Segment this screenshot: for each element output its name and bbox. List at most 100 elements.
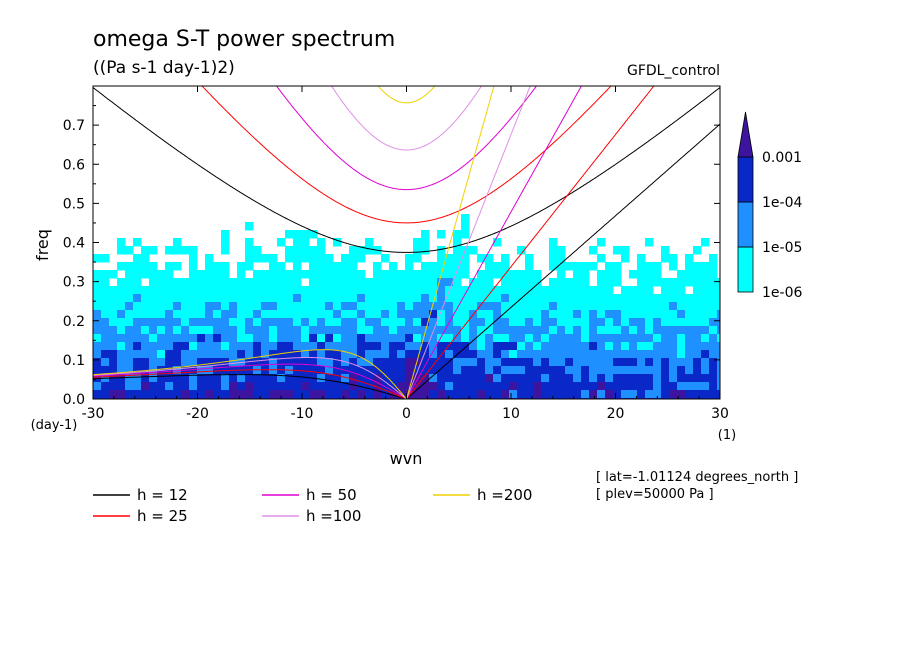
heatmap-cell [133, 390, 142, 399]
heatmap-cell [301, 390, 310, 399]
heatmap-cell [717, 342, 720, 351]
heatmap-cell [189, 278, 198, 287]
heatmap-cell [677, 350, 686, 359]
heatmap-cell [693, 278, 702, 287]
heatmap-cell [437, 366, 446, 375]
heatmap-cell [477, 310, 486, 319]
heatmap-cell [245, 262, 254, 271]
heatmap-cell [709, 382, 718, 391]
heatmap-cell [709, 262, 718, 271]
heatmap-cell [485, 262, 494, 271]
heatmap-cell [445, 366, 454, 375]
heatmap-cell [709, 302, 718, 311]
heatmap-cell [645, 350, 654, 359]
heatmap-cell [461, 318, 470, 327]
heatmap-cell [141, 350, 150, 359]
heatmap-cell [109, 350, 118, 359]
heatmap-cell [141, 326, 150, 335]
heatmap-cell [221, 342, 230, 351]
heatmap-cell [717, 350, 720, 359]
heatmap-cell [341, 390, 350, 399]
heatmap-cell [717, 326, 720, 335]
heatmap-cell [685, 254, 694, 263]
heatmap-cell [93, 286, 102, 295]
heatmap-cell [549, 286, 558, 295]
heatmap-cell [293, 286, 302, 295]
heatmap-cell [693, 326, 702, 335]
heatmap-cell [181, 278, 190, 287]
heatmap-cell [589, 366, 598, 375]
heatmap-cell [301, 342, 310, 351]
heatmap-cell [701, 326, 710, 335]
heatmap-cell [493, 262, 502, 271]
heatmap-cell [245, 222, 254, 231]
heatmap-cell [373, 318, 382, 327]
heatmap-cell [317, 326, 326, 335]
heatmap-cell [501, 262, 510, 271]
heatmap-cell [269, 382, 278, 391]
heatmap-cell [517, 350, 526, 359]
heatmap-cell [189, 262, 198, 271]
heatmap-cell [141, 382, 150, 391]
heatmap-cell [157, 294, 166, 303]
heatmap-cell [197, 294, 206, 303]
y-tick-label: 0.1 [63, 353, 85, 369]
heatmap-cell [157, 342, 166, 351]
heatmap-cell [253, 270, 262, 279]
heatmap-cell [557, 366, 566, 375]
heatmap-cell [197, 318, 206, 327]
x-tick-label: 20 [607, 406, 625, 422]
heatmap-cell [133, 286, 142, 295]
heatmap-cell [117, 318, 126, 327]
heatmap-cell [565, 358, 574, 367]
heatmap-cell [461, 254, 470, 263]
heatmap-cell [125, 262, 134, 271]
heatmap-cell [93, 310, 102, 319]
heatmap-cell [709, 286, 718, 295]
heatmap-cell [565, 366, 574, 375]
heatmap-cell [685, 294, 694, 303]
heatmap-cell [365, 318, 374, 327]
heatmap-cell [205, 302, 214, 311]
heatmap-cell [661, 326, 670, 335]
x-unit-label: (1) [718, 428, 736, 443]
heatmap-cell [317, 382, 326, 391]
heatmap-cell [613, 278, 622, 287]
heatmap-cell [173, 310, 182, 319]
heatmap-cell [509, 358, 518, 367]
heatmap-cell [245, 350, 254, 359]
heatmap-cell [493, 382, 502, 391]
heatmap-cell [597, 382, 606, 391]
heatmap-cell [349, 366, 358, 375]
heatmap-cell [557, 270, 566, 279]
heatmap-cell [141, 310, 150, 319]
heatmap-cell [461, 350, 470, 359]
heatmap-cell [541, 326, 550, 335]
heatmap-cell [293, 350, 302, 359]
heatmap-cell [669, 302, 678, 311]
heatmap-cell [669, 254, 678, 263]
colorbar-segment [737, 246, 754, 293]
heatmap-cell [125, 302, 134, 311]
heatmap-cell [365, 302, 374, 311]
colorbar-segment [737, 201, 754, 248]
heatmap-cell [501, 342, 510, 351]
heatmap-cell [165, 366, 174, 375]
heatmap-cell [669, 318, 678, 327]
heatmap-cell [221, 382, 230, 391]
heatmap-cell [525, 302, 534, 311]
heatmap-cell [349, 310, 358, 319]
heatmap-cell [301, 326, 310, 335]
heatmap-cell [269, 334, 278, 343]
heatmap-cell [309, 334, 318, 343]
heatmap-cell [597, 358, 606, 367]
heatmap-cell [317, 302, 326, 311]
heatmap-cell [661, 246, 670, 255]
heatmap-cell [141, 318, 150, 327]
heatmap-cell [389, 286, 398, 295]
heatmap-cell [205, 342, 214, 351]
heatmap-cell [621, 246, 630, 255]
heatmap-cell [301, 302, 310, 311]
heatmap-cell [197, 374, 206, 383]
heatmap-cell [589, 342, 598, 351]
